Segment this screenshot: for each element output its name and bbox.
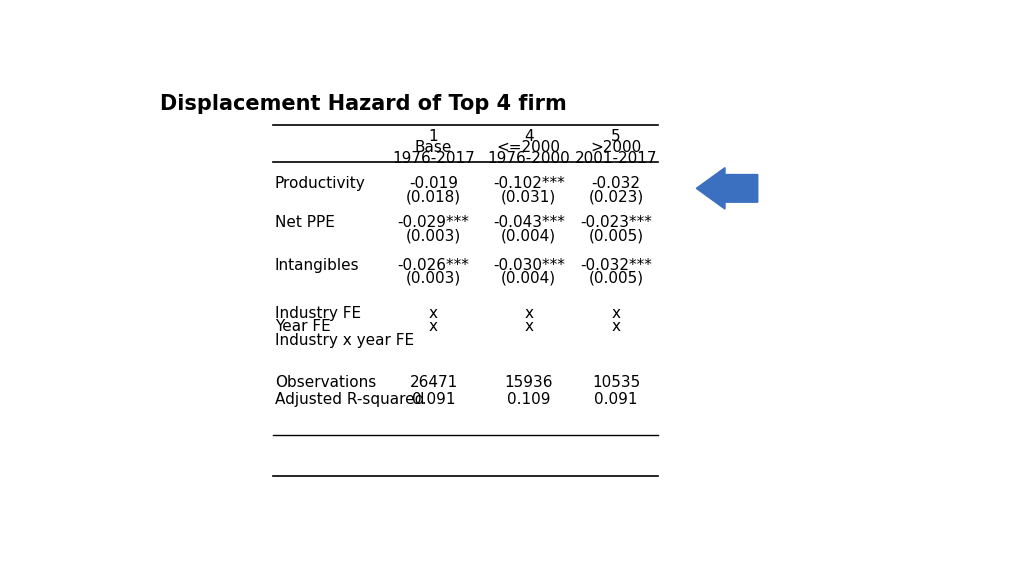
Text: -0.032: -0.032: [592, 176, 641, 191]
Text: Observations: Observations: [274, 375, 376, 390]
Text: 2001-2017: 2001-2017: [574, 151, 657, 166]
Text: (0.031): (0.031): [501, 190, 556, 204]
Text: 15936: 15936: [505, 375, 553, 390]
Text: Intangibles: Intangibles: [274, 257, 359, 272]
Text: -0.032***: -0.032***: [581, 257, 652, 272]
Text: -0.043***: -0.043***: [493, 215, 564, 230]
Text: Adjusted R-squared: Adjusted R-squared: [274, 392, 424, 407]
Text: x: x: [611, 319, 621, 334]
Text: (0.004): (0.004): [501, 229, 556, 244]
Text: 1: 1: [429, 129, 438, 144]
Text: x: x: [429, 319, 438, 334]
Text: Base: Base: [415, 140, 453, 155]
Text: <=2000: <=2000: [497, 140, 561, 155]
Text: 0.109: 0.109: [507, 392, 551, 407]
Text: x: x: [524, 306, 534, 321]
Text: -0.019: -0.019: [409, 176, 458, 191]
Text: (0.003): (0.003): [406, 229, 461, 244]
Text: -0.029***: -0.029***: [397, 215, 469, 230]
Text: (0.005): (0.005): [589, 229, 644, 244]
Text: x: x: [429, 306, 438, 321]
Text: 1976-2000: 1976-2000: [487, 151, 570, 166]
Text: (0.005): (0.005): [589, 271, 644, 286]
Text: x: x: [524, 319, 534, 334]
Text: (0.003): (0.003): [406, 271, 461, 286]
Text: x: x: [611, 306, 621, 321]
Text: -0.023***: -0.023***: [581, 215, 652, 230]
Text: 26471: 26471: [410, 375, 458, 390]
Text: -0.026***: -0.026***: [397, 257, 469, 272]
Text: 0.091: 0.091: [412, 392, 456, 407]
Text: Displacement Hazard of Top 4 firm: Displacement Hazard of Top 4 firm: [160, 93, 566, 113]
Text: 0.091: 0.091: [594, 392, 638, 407]
Text: (0.023): (0.023): [589, 190, 644, 204]
Text: >2000: >2000: [591, 140, 642, 155]
Text: (0.018): (0.018): [406, 190, 461, 204]
Text: -0.102***: -0.102***: [493, 176, 564, 191]
Text: (0.004): (0.004): [501, 271, 556, 286]
Text: 10535: 10535: [592, 375, 640, 390]
Text: Productivity: Productivity: [274, 176, 366, 191]
Text: Net PPE: Net PPE: [274, 215, 335, 230]
Text: -0.030***: -0.030***: [493, 257, 564, 272]
Text: Industry FE: Industry FE: [274, 306, 360, 321]
Text: Industry x year FE: Industry x year FE: [274, 332, 414, 347]
Text: 1976-2017: 1976-2017: [392, 151, 475, 166]
Text: 4: 4: [524, 129, 534, 144]
Text: 5: 5: [611, 129, 621, 144]
FancyArrow shape: [696, 168, 758, 209]
Text: Year FE: Year FE: [274, 319, 331, 334]
